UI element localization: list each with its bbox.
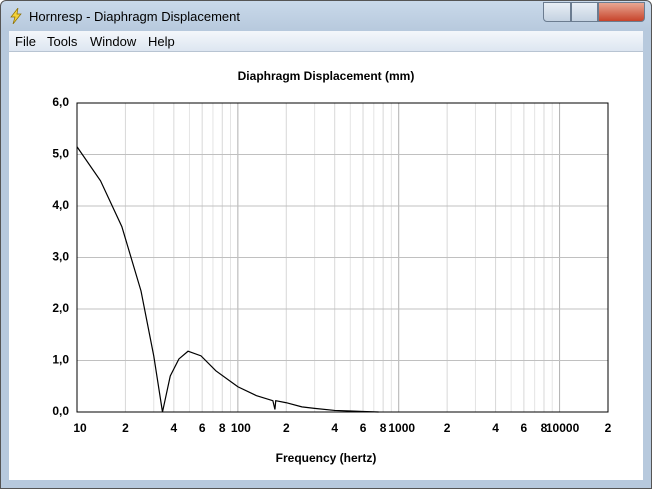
y-tick-label: 2,0 <box>52 301 69 315</box>
close-button[interactable] <box>598 2 645 22</box>
y-tick-label: 1,0 <box>52 353 69 367</box>
x-tick-label: 10 <box>73 421 87 435</box>
app-icon <box>10 8 22 24</box>
x-tick-label: 2 <box>122 421 129 435</box>
x-tick-label: 4 <box>171 421 178 435</box>
x-tick-label: 6 <box>360 421 367 435</box>
menu-item[interactable]: File <box>15 34 36 49</box>
x-axis-label: Frequency (hertz) <box>276 451 377 465</box>
menu-item[interactable]: Tools <box>47 34 78 49</box>
x-tick-label: 100 <box>231 421 251 435</box>
line-series <box>76 146 379 413</box>
x-tick-label: 6 <box>521 421 528 435</box>
y-tick-label: 4,0 <box>52 198 69 212</box>
y-tick-label: 0,0 <box>52 404 69 418</box>
x-tick-label: 2 <box>444 421 451 435</box>
chart-title: Diaphragm Displacement (mm) <box>238 69 415 83</box>
y-tick-label: 3,0 <box>52 250 69 264</box>
minimize-button[interactable] <box>543 2 571 22</box>
x-tick-label: 10000 <box>546 421 580 435</box>
chart-area: Diaphragm Displacement (mm) Frequency (h… <box>9 52 643 480</box>
window-title: Hornresp - Diaphragm Displacement <box>29 9 240 24</box>
y-tick-label: 6,0 <box>52 95 69 109</box>
x-tick-label: 8 <box>219 421 226 435</box>
x-tick-label: 1000 <box>388 421 415 435</box>
y-tick-label: 5,0 <box>52 147 69 161</box>
plot-frame <box>76 102 609 413</box>
x-tick-label: 8 <box>380 421 387 435</box>
menu-item[interactable]: Window <box>90 34 137 49</box>
menu-bar: File Tools Window Help <box>9 31 643 52</box>
menu-item[interactable]: Help <box>148 34 175 49</box>
x-tick-label: 2 <box>283 421 290 435</box>
x-tick-label: 4 <box>331 421 338 435</box>
chart: Diaphragm Displacement (mm) Frequency (h… <box>52 69 612 465</box>
x-tick-label: 2 <box>605 421 612 435</box>
maximize-button[interactable] <box>571 2 598 22</box>
window-buttons <box>543 2 645 22</box>
x-tick-label: 8 <box>541 421 548 435</box>
x-tick-label: 4 <box>492 421 499 435</box>
x-tick-label: 6 <box>199 421 206 435</box>
